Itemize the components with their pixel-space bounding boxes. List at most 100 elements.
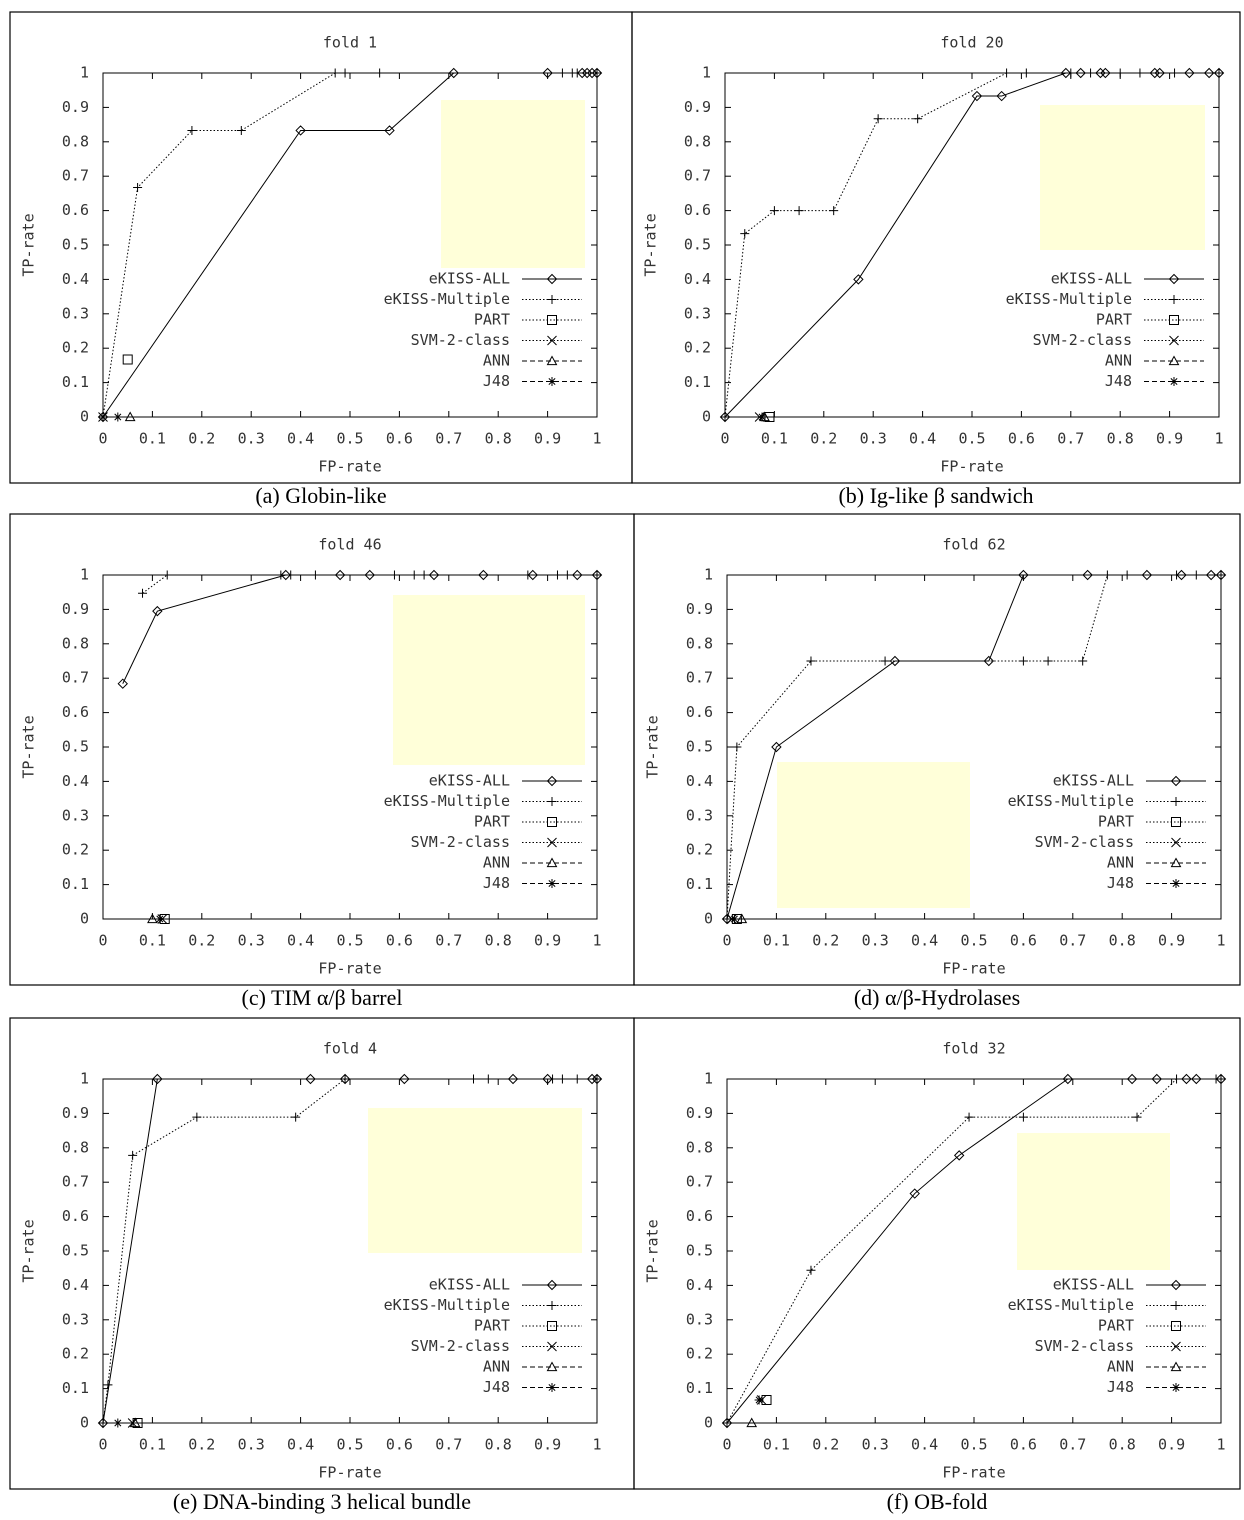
inset-image: [1017, 1133, 1170, 1270]
y-tick-label: 0.8: [686, 1138, 713, 1156]
legend-label: SVM-2-class: [411, 833, 510, 851]
y-tick-label: 0.7: [686, 1173, 713, 1191]
y-tick-label: 0.8: [62, 132, 89, 150]
legend-label: eKISS-ALL: [429, 270, 510, 288]
y-axis-label: TP-rate: [20, 715, 38, 778]
marker: [128, 1151, 137, 1160]
y-tick-label: 0.9: [686, 1104, 713, 1122]
legend-marker: [1172, 1383, 1181, 1392]
x-tick-label: 0: [722, 1436, 731, 1454]
x-tick-label: 0.1: [763, 932, 790, 950]
y-tick-label: 0.5: [62, 738, 89, 756]
legend-label: eKISS-ALL: [1053, 772, 1134, 790]
legend-label: ANN: [1105, 352, 1132, 370]
x-axis-label: FP-rate: [940, 458, 1003, 476]
y-axis-label: TP-rate: [642, 213, 660, 276]
marker: [1078, 657, 1087, 666]
x-tick-label: 0.2: [810, 430, 837, 448]
x-tick-label: 1: [1216, 932, 1225, 950]
legend-marker: [548, 1342, 557, 1351]
legend-label: SVM-2-class: [1035, 1337, 1134, 1355]
marker: [469, 1075, 478, 1084]
marker: [341, 69, 350, 78]
legend-marker: [548, 818, 557, 827]
marker: [410, 571, 419, 580]
y-tick-label: 0.6: [684, 201, 711, 219]
x-tick-label: 0.7: [435, 932, 462, 950]
y-tick-label: 0.4: [684, 270, 711, 288]
legend-marker: [1172, 1342, 1181, 1351]
x-axis-label: FP-rate: [318, 458, 381, 476]
x-tick-label: 0.8: [485, 430, 512, 448]
inset-image: [777, 762, 970, 908]
x-tick-label: 0.6: [386, 1436, 413, 1454]
caption: (a) Globin-like: [255, 483, 386, 508]
x-tick-label: 0.3: [860, 430, 887, 448]
x-tick-label: 0.6: [386, 430, 413, 448]
x-tick-label: 0.8: [1107, 430, 1134, 448]
chart-title: fold 20: [940, 34, 1003, 52]
y-tick-label: 0: [80, 1414, 89, 1432]
chart-title: fold 1: [323, 34, 377, 52]
y-tick-label: 0.1: [684, 373, 711, 391]
y-tick-label: 0.6: [686, 1207, 713, 1225]
legend-marker: [548, 879, 557, 888]
y-tick-label: 0: [702, 408, 711, 426]
marker: [1192, 571, 1201, 580]
legend-label: J48: [483, 1378, 510, 1396]
marker: [1116, 69, 1125, 78]
legend-marker: [1172, 879, 1181, 888]
legend-marker: [548, 295, 557, 304]
x-tick-label: 0.5: [336, 1436, 363, 1454]
x-tick-label: 0.9: [1158, 932, 1185, 950]
y-tick-label: 0.1: [62, 373, 89, 391]
series-line: [143, 575, 597, 593]
legend-label: PART: [1098, 813, 1134, 831]
marker: [1123, 571, 1132, 580]
y-tick-label: 0.5: [686, 1242, 713, 1260]
x-tick-label: 1: [592, 932, 601, 950]
marker: [1103, 571, 1112, 580]
y-tick-label: 1: [704, 566, 713, 584]
y-tick-label: 0.5: [684, 236, 711, 254]
x-tick-label: 0.6: [1010, 932, 1037, 950]
legend-marker: [1170, 336, 1179, 345]
x-tick-label: 0.4: [287, 430, 314, 448]
legend-marker: [548, 1383, 557, 1392]
x-tick-label: 0.5: [960, 1436, 987, 1454]
legend-marker: [548, 797, 557, 806]
legend-label: ANN: [483, 854, 510, 872]
marker: [103, 1380, 112, 1389]
chart-title: fold 62: [942, 536, 1005, 554]
y-tick-label: 0.3: [62, 304, 89, 322]
x-tick-label: 0.5: [960, 932, 987, 950]
legend-label: PART: [1096, 311, 1132, 329]
y-tick-label: 1: [80, 566, 89, 584]
x-axis-label: FP-rate: [942, 1464, 1005, 1482]
x-tick-label: 0.6: [386, 932, 413, 950]
legend-label: ANN: [483, 1358, 510, 1376]
legend-label: eKISS-ALL: [1051, 270, 1132, 288]
x-tick-label: 1: [592, 1436, 601, 1454]
x-tick-label: 0.9: [534, 430, 561, 448]
marker: [1217, 1075, 1226, 1084]
x-tick-label: 0.8: [1109, 1436, 1136, 1454]
legend-marker: [1172, 1322, 1181, 1331]
marker: [113, 413, 122, 422]
y-tick-label: 0.9: [62, 600, 89, 618]
caption: (c) TIM α/β barrel: [242, 985, 403, 1010]
legend-label: eKISS-Multiple: [384, 290, 510, 308]
y-tick-label: 0.4: [62, 1276, 89, 1294]
y-tick-label: 0.8: [684, 132, 711, 150]
legend-label: eKISS-Multiple: [1008, 792, 1134, 810]
y-tick-label: 0.4: [686, 1276, 713, 1294]
y-tick-label: 0.7: [62, 167, 89, 185]
legend-marker: [1172, 838, 1181, 847]
y-tick-label: 0.2: [686, 1345, 713, 1363]
marker: [1170, 69, 1179, 78]
y-tick-label: 0.9: [62, 98, 89, 116]
x-tick-label: 0.5: [336, 932, 363, 950]
marker: [1215, 69, 1224, 78]
x-tick-label: 0.1: [139, 430, 166, 448]
legend-label: SVM-2-class: [411, 331, 510, 349]
